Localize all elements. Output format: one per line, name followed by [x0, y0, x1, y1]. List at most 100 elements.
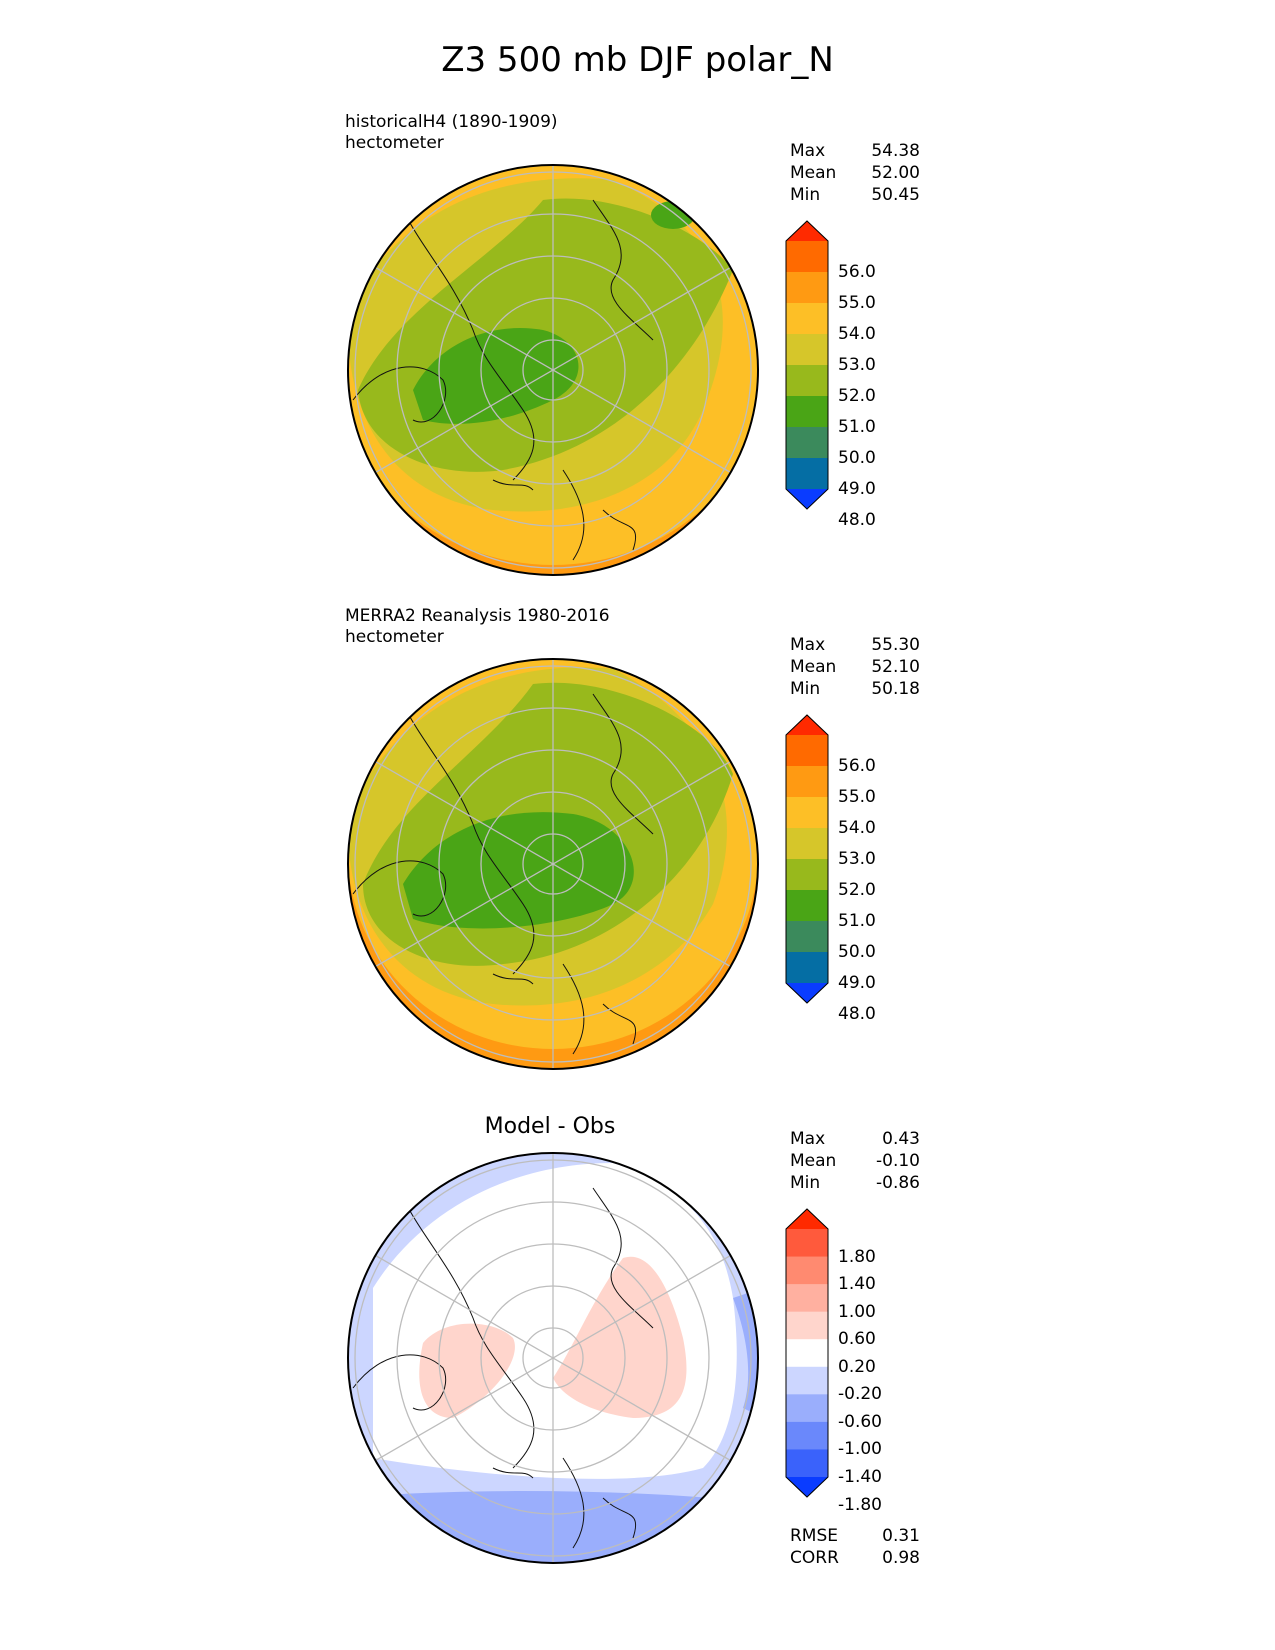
colorbar-outline	[785, 1208, 829, 1498]
field-pos-west	[419, 1323, 515, 1418]
colorbar-segment	[786, 1366, 828, 1395]
stat-value: 50.18	[871, 679, 920, 699]
colorbar-segment	[786, 396, 828, 428]
stat-value: 52.10	[871, 657, 920, 677]
polar-map-diff	[347, 1152, 759, 1564]
stat-label: Min	[790, 185, 821, 205]
colorbar-segment	[786, 1339, 828, 1368]
colorbar-tick-label: 54.0	[838, 818, 876, 838]
colorbar-extend-bottom	[786, 489, 828, 509]
stat-value: 52.00	[871, 163, 920, 183]
colorbar-segment	[786, 427, 828, 459]
colorbar-tick-label: 1.80	[838, 1246, 876, 1267]
colorbar-segment	[786, 303, 828, 335]
colorbar-segment	[786, 1449, 828, 1478]
colorbar-segment	[786, 365, 828, 397]
colorbar-tick-label: 0.60	[838, 1329, 876, 1350]
stat-value: 55.30	[871, 635, 920, 655]
stat-label: Mean	[790, 657, 837, 677]
map-boundary	[347, 164, 759, 576]
stat-label: Max	[790, 635, 826, 655]
colorbar-segment	[786, 766, 828, 798]
colorbar	[785, 220, 829, 514]
stats-block: Max 0.43 Mean -0.10 Min -0.86	[790, 1128, 920, 1194]
colorbar-segment	[786, 921, 828, 953]
colorbar-segment	[786, 1284, 828, 1313]
colorbar-tick-label: -1.80	[838, 1494, 882, 1515]
stats-block: Max 55.30 Mean 52.10 Min 50.18	[790, 634, 920, 700]
colorbar-segment	[786, 241, 828, 273]
stat-label: CORR	[790, 1548, 839, 1568]
stat-label: Min	[790, 679, 821, 699]
colorbar-tick-label: -0.60	[838, 1411, 882, 1432]
colorbar-tick-label: 50.0	[838, 942, 876, 962]
colorbar-segment	[786, 735, 828, 767]
map-boundary	[347, 1152, 759, 1564]
colorbar-segment	[786, 272, 828, 304]
polar-map-obs	[347, 658, 759, 1070]
colorbar-tick-label: 52.0	[838, 386, 876, 406]
stat-value: 0.43	[882, 1129, 920, 1149]
colorbar-segment	[786, 952, 828, 984]
stat-value: -0.86	[876, 1173, 920, 1193]
colorbar-segment	[786, 890, 828, 922]
colorbar-tick-label: 56.0	[838, 756, 876, 776]
colorbar-tick-label: 0.20	[838, 1356, 876, 1377]
stat-label: Mean	[790, 1151, 837, 1171]
stats-block: Max 54.38 Mean 52.00 Min 50.45	[790, 140, 920, 206]
colorbar-extend-top	[786, 1209, 828, 1229]
graticule	[354, 659, 752, 1069]
colorbar	[785, 714, 829, 1008]
colorbar-segment	[786, 334, 828, 366]
colorbar-tick-label: 48.0	[838, 1004, 876, 1024]
panel-label-line2: hectometer	[345, 133, 444, 153]
colorbar-svg	[785, 220, 829, 510]
colorbar	[785, 1208, 829, 1502]
colorbar-svg	[785, 1208, 829, 1498]
colorbar-tick-label: 51.0	[838, 911, 876, 931]
colorbar-segment	[786, 1421, 828, 1450]
stat-label: Min	[790, 1173, 821, 1193]
panel-label: MERRA2 Reanalysis 1980-2016 hectometer	[345, 606, 610, 648]
colorbar-tick-label: -0.20	[838, 1384, 882, 1405]
diff-title: Model - Obs	[484, 1114, 616, 1139]
stat-value: 54.38	[871, 141, 920, 161]
graticule	[354, 1153, 752, 1563]
colorbar-tick-label: 52.0	[838, 880, 876, 900]
colorbar-tick-label: 53.0	[838, 849, 876, 869]
field-pole	[413, 328, 579, 424]
colorbar-tick-label: 49.0	[838, 479, 876, 499]
error-stats: RMSE 0.31 CORR 0.98	[790, 1525, 920, 1569]
colorbar-tick-label: -1.40	[838, 1467, 882, 1487]
colorbar-extend-top	[786, 221, 828, 241]
colorbar-segment	[786, 828, 828, 860]
colorbar-tick-label: 53.0	[838, 355, 876, 375]
colorbar-extend-bottom	[786, 983, 828, 1003]
colorbar-segment	[786, 797, 828, 829]
colorbar-tick-label: 50.0	[838, 448, 876, 468]
figure-title: Z3 500 mb DJF polar_N	[441, 40, 834, 80]
panel-label-line2: hectometer	[345, 627, 444, 647]
panel-label: historicalH4 (1890-1909) hectometer	[345, 112, 558, 154]
stat-label: RMSE	[790, 1526, 839, 1546]
colorbar-tick-label: 56.0	[838, 262, 876, 282]
colorbar-tick-label: 55.0	[838, 787, 876, 807]
colorbar-tick-label: 51.0	[838, 417, 876, 437]
colorbar-tick-label: 1.00	[838, 1301, 876, 1322]
colorbar-tick-label: 48.0	[838, 510, 876, 530]
colorbar-outline	[785, 714, 829, 1004]
colorbar-segment	[786, 1394, 828, 1423]
colorbar-svg	[785, 714, 829, 1004]
colorbar-tick-label: 55.0	[838, 293, 876, 313]
colorbar-tick-label: 54.0	[838, 324, 876, 344]
field-pole	[403, 812, 634, 929]
stat-label: Max	[790, 141, 826, 161]
stat-value: 50.45	[871, 185, 920, 205]
stat-value: 0.31	[882, 1526, 920, 1546]
colorbar-tick-label: 49.0	[838, 973, 876, 993]
colorbar-outline	[785, 220, 829, 510]
map-boundary	[347, 658, 759, 1070]
colorbar-segment	[786, 859, 828, 891]
graticule	[354, 165, 752, 575]
stat-label: Mean	[790, 163, 837, 183]
